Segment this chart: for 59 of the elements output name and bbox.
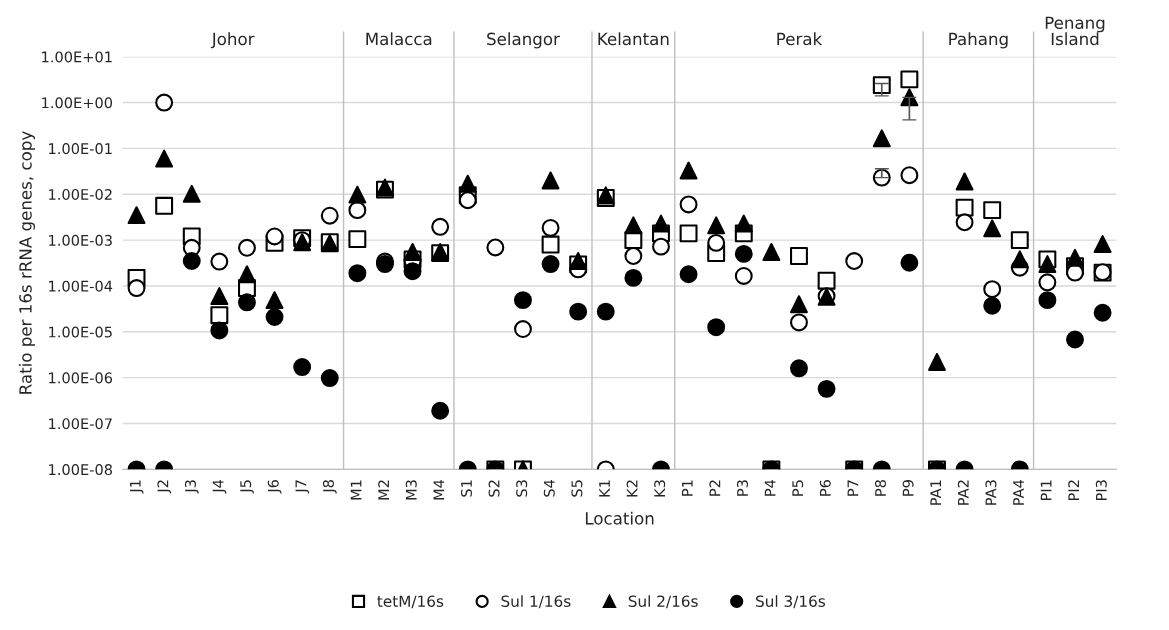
x-tick-label: P8 xyxy=(874,480,887,496)
x-tick-label: K3 xyxy=(654,480,666,497)
x-tick-label: K1 xyxy=(599,480,610,497)
x-tick-label: K2 xyxy=(626,480,638,497)
text: Perak xyxy=(777,32,823,46)
text: Johor xyxy=(210,32,255,49)
x-tick-label: PI1 xyxy=(1040,480,1052,501)
y-tick-label: 1.00E-07 xyxy=(49,418,112,430)
y-tick-label: 1.00E-02 xyxy=(49,188,112,200)
x-tick-label: P2 xyxy=(709,480,721,496)
y-tick-label: 1.00E-08 xyxy=(49,464,113,476)
x-tick-label: PI3 xyxy=(1095,480,1107,501)
legend-label: Sul 1/16s xyxy=(501,595,571,609)
text: Pahang xyxy=(949,32,1008,49)
x-tick-label: S5 xyxy=(571,480,583,497)
x-tick-label: P9 xyxy=(902,480,914,496)
x-tick-label: J3 xyxy=(184,480,199,494)
x-tick-label: S3 xyxy=(516,480,528,497)
y-tick-label: 1.00E-04 xyxy=(49,280,113,292)
text: Selangor xyxy=(487,32,560,49)
x-tick-label: M2 xyxy=(378,480,389,500)
legend-label: Sul 3/16s xyxy=(756,595,826,609)
x-tick-label: M4 xyxy=(433,479,445,500)
x-tick-label: M3 xyxy=(405,480,417,500)
x-tick-label: M1 xyxy=(350,480,362,500)
x-tick-label: P1 xyxy=(681,480,693,496)
text: Malacca xyxy=(366,32,432,46)
x-tick-label: P4 xyxy=(764,479,776,496)
x-tick-label: S4 xyxy=(543,479,555,497)
text: Kelantan xyxy=(598,32,669,46)
y-tick-label: 1.00E+00 xyxy=(42,97,113,109)
y-tick-label: 1.00E-05 xyxy=(49,326,112,338)
legend-label: tetM/16s xyxy=(377,595,444,609)
y-tick-label: 1.00E-03 xyxy=(49,234,112,246)
y-axis-title: Ratio per 16s rRNA genes, copy xyxy=(18,131,35,394)
x-tick-label: P5 xyxy=(792,480,804,496)
x-tick-label: J4 xyxy=(212,479,227,494)
x-tick-label: PA4 xyxy=(1013,479,1024,505)
x-tick-label: J7 xyxy=(295,480,310,494)
x-tick-label: PA3 xyxy=(985,480,997,505)
x-tick-label: J1 xyxy=(129,480,144,494)
x-tick-label: PA2 xyxy=(957,480,969,505)
y-tick-label: 1.00E+01 xyxy=(42,51,112,63)
x-tick-label: S1 xyxy=(460,480,472,497)
x-tick-label: S2 xyxy=(488,480,500,497)
x-tick-label: P3 xyxy=(736,480,749,496)
x-tick-label: P6 xyxy=(819,479,831,496)
legend-label: Sul 2/16s xyxy=(628,595,698,609)
y-tick-label: 1.00E-06 xyxy=(49,372,113,384)
x-axis-title: Location xyxy=(585,511,654,525)
x-tick-label: PA1 xyxy=(930,480,942,505)
x-tick-label: J2 xyxy=(157,480,172,494)
text: Penang Island xyxy=(1045,16,1105,46)
y-tick-label: 1.00E-01 xyxy=(49,143,112,155)
x-tick-label: J6 xyxy=(267,479,282,494)
x-tick-label: J8 xyxy=(322,480,337,494)
x-tick-label: P7 xyxy=(847,480,859,496)
x-tick-label: J5 xyxy=(240,480,254,494)
x-tick-label: PI2 xyxy=(1068,480,1080,501)
